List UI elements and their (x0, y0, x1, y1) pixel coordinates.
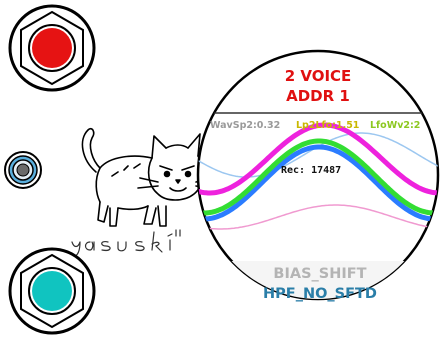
teal-button[interactable] (4, 243, 100, 339)
rec-counter: Rec: 17487 (281, 165, 342, 176)
param-wavsp2: WavSp2:0.32 (210, 120, 281, 131)
addr-label: ADDR 1 (286, 87, 350, 105)
bias-shift-label: BIAS_SHIFT (273, 266, 367, 282)
hex-button-frame (8, 4, 96, 92)
jack-icon (4, 151, 42, 189)
hex-button-frame (8, 247, 96, 335)
red-button[interactable] (4, 0, 100, 96)
round-display (196, 47, 442, 305)
param-lfowv2: LfoWv2:2 (370, 120, 421, 131)
audio-jack[interactable] (2, 149, 44, 191)
param-lp2lfo: Lp2Lfo:1.51 (296, 120, 360, 131)
hpf-mode-label: HPF_NO_SFTD (263, 286, 377, 302)
voice-label: 2 VOICE (284, 67, 352, 85)
